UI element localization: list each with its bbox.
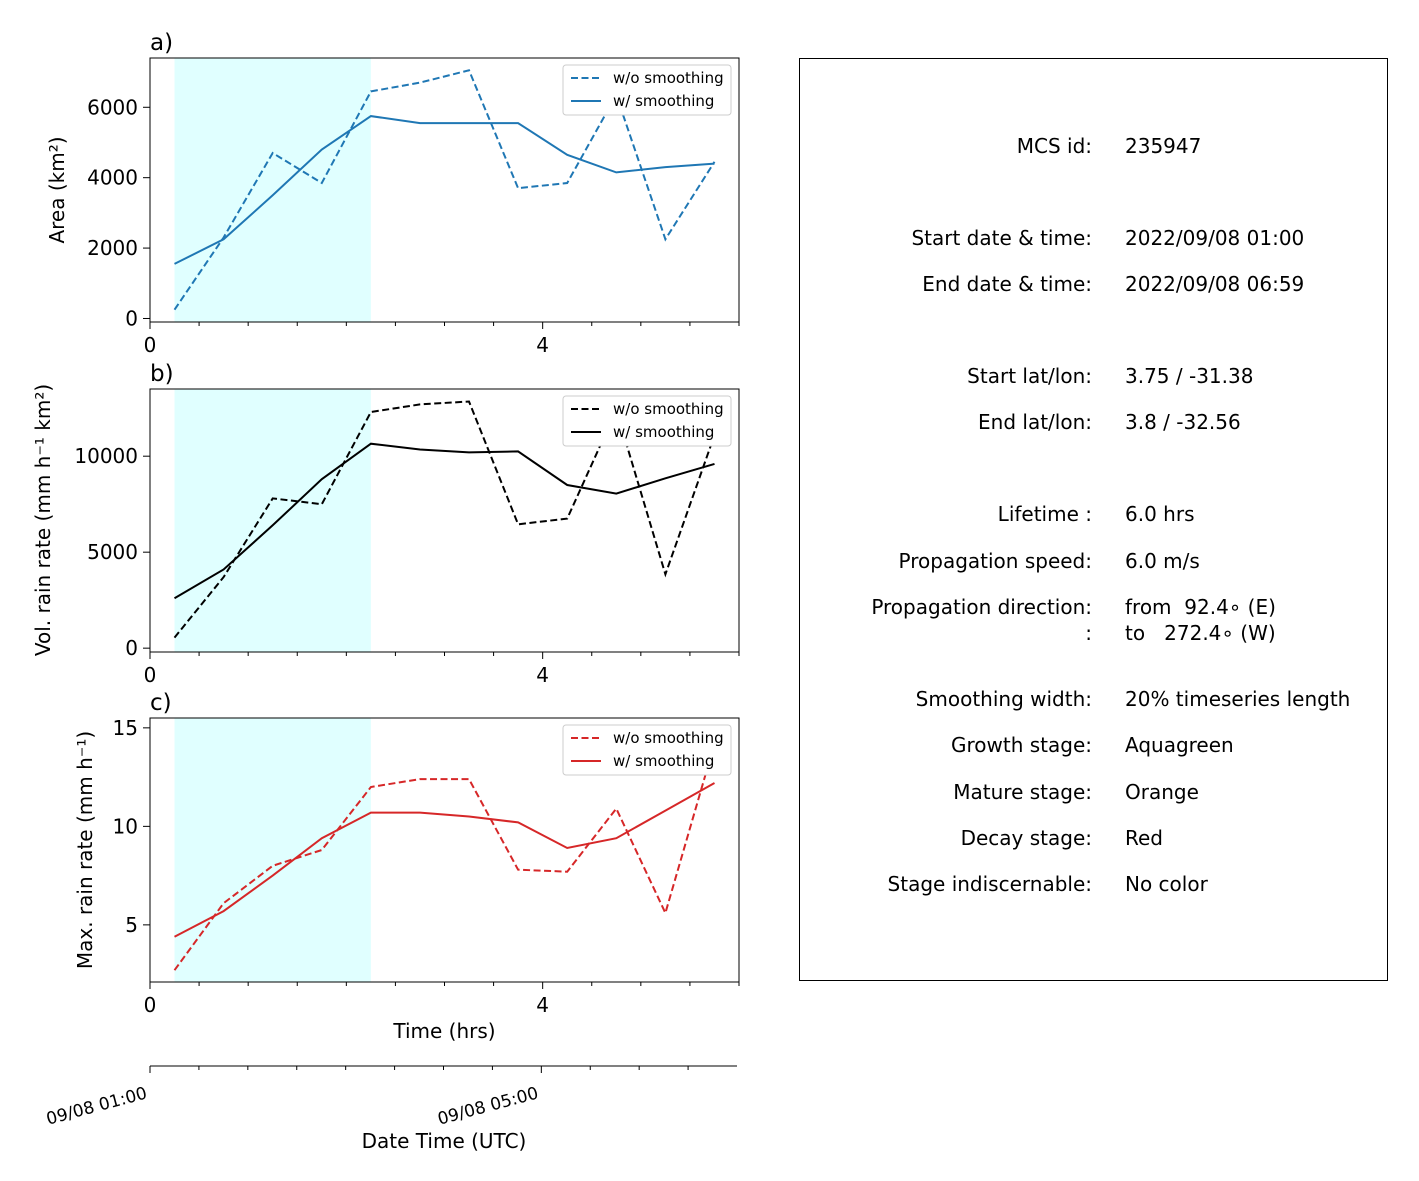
info-key: Growth stage: xyxy=(950,733,1092,757)
info-key: Mature stage: xyxy=(953,780,1092,804)
info-value: No color xyxy=(1125,872,1208,896)
y-tick-label: 2000 xyxy=(87,236,138,260)
info-value: from 92.4∘ (E) xyxy=(1125,595,1276,619)
series-line-unsmoothed xyxy=(173,743,716,971)
info-value: Red xyxy=(1125,826,1163,850)
info-value: 2022/09/08 01:00 xyxy=(1125,226,1305,250)
legend-label: w/ smoothing xyxy=(613,423,714,441)
panel-label: a) xyxy=(150,30,173,56)
x-tick-label: 0 xyxy=(144,993,157,1017)
info-key: Decay stage: xyxy=(960,826,1092,850)
y-tick-label: 0 xyxy=(125,636,138,660)
x-axis-label: Time (hrs) xyxy=(392,1019,495,1043)
legend-label: w/ smoothing xyxy=(613,92,714,110)
info-value: 2022/09/08 06:59 xyxy=(1125,272,1305,296)
info-row-smoothing-width: Smoothing width: 20% timeseries length xyxy=(800,686,1387,712)
legend-label: w/o smoothing xyxy=(613,729,724,747)
info-value: 3.75 / -31.38 xyxy=(1125,364,1254,388)
date-axis-label: Date Time (UTC) xyxy=(362,1129,527,1153)
x-tick-label: 0 xyxy=(144,663,157,687)
mcs-info-box: MCS id: 235947 Start date & time: 2022/0… xyxy=(799,58,1388,981)
info-row-end-date: End date & time: 2022/09/08 06:59 xyxy=(800,271,1387,297)
info-row-growth-stage: Growth stage: Aquagreen xyxy=(800,732,1387,758)
series-line-smoothed xyxy=(174,782,715,938)
info-key: Smoothing width: xyxy=(915,687,1092,711)
legend-label: w/o smoothing xyxy=(613,400,724,418)
info-row-mcs-id: MCS id: 235947 xyxy=(800,133,1387,159)
info-row-stage-indiscernable: Stage indiscernable: No color xyxy=(800,871,1387,897)
info-key: Start date & time: xyxy=(911,226,1092,250)
info-value: Aquagreen xyxy=(1125,733,1234,757)
x-tick-label: 4 xyxy=(536,333,549,357)
growth-stage-shading xyxy=(174,718,371,982)
series-line-smoothed xyxy=(173,442,715,600)
info-key: Propagation direction: xyxy=(871,595,1092,619)
x-tick-label: 0 xyxy=(144,333,157,357)
date-tick-label: 09/08 05:00 xyxy=(436,1084,541,1130)
info-row-decay-stage: Decay stage: Red xyxy=(800,825,1387,851)
y-tick-label: 10 xyxy=(113,814,138,838)
info-value: 6.0 m/s xyxy=(1125,549,1200,573)
date-tick-label: 09/08 01:00 xyxy=(44,1084,149,1130)
y-axis-label: Max. rain rate (mm h⁻¹) xyxy=(73,731,97,969)
info-key: : xyxy=(1085,621,1092,645)
info-value: to 272.4∘ (W) xyxy=(1125,621,1276,645)
info-value: 3.8 / -32.56 xyxy=(1125,410,1241,434)
y-tick-label: 15 xyxy=(113,716,138,740)
y-axis-label: Vol. rain rate (mm h⁻¹ km²) xyxy=(31,384,55,656)
legend-box xyxy=(562,395,732,447)
y-tick-label: 4000 xyxy=(87,166,138,190)
info-key: Start lat/lon: xyxy=(967,364,1092,388)
legend-label: w/o smoothing xyxy=(613,69,724,87)
x-tick-label: 4 xyxy=(536,993,549,1017)
legend-label: w/ smoothing xyxy=(613,752,714,770)
series-line-smoothed xyxy=(174,115,715,265)
info-row-start-latlon: Start lat/lon: 3.75 / -31.38 xyxy=(800,363,1387,389)
info-row-propagation-direction-to: : to 272.4∘ (W) xyxy=(800,620,1387,646)
panel-label: c) xyxy=(150,690,172,716)
y-axis-label: Area (km²) xyxy=(45,136,69,243)
info-key: Propagation speed: xyxy=(898,549,1092,573)
panel-label: b) xyxy=(150,361,174,387)
y-tick-label: 0 xyxy=(125,306,138,330)
y-tick-label: 5 xyxy=(125,913,138,937)
info-row-start-date: Start date & time: 2022/09/08 01:00 xyxy=(800,225,1387,251)
info-row-mature-stage: Mature stage: Orange xyxy=(800,779,1387,805)
info-row-propagation-direction-from: Propagation direction: from 92.4∘ (E) xyxy=(800,594,1387,620)
info-key: End lat/lon: xyxy=(978,410,1092,434)
info-value: 235947 xyxy=(1125,134,1202,158)
y-tick-label: 6000 xyxy=(87,95,138,119)
growth-stage-shading xyxy=(174,58,371,322)
info-row-propagation-speed: Propagation speed: 6.0 m/s xyxy=(800,548,1387,574)
info-row-lifetime: Lifetime : 6.0 hrs xyxy=(800,501,1387,527)
info-value: Orange xyxy=(1125,780,1199,804)
growth-stage-shading xyxy=(174,389,371,652)
info-key: Stage indiscernable: xyxy=(887,872,1092,896)
y-tick-label: 5000 xyxy=(87,540,138,564)
x-tick-label: 4 xyxy=(536,663,549,687)
y-tick-label: 10000 xyxy=(74,444,138,468)
info-value: 6.0 hrs xyxy=(1125,502,1195,526)
info-key: MCS id: xyxy=(1016,134,1092,158)
legend-box xyxy=(562,724,732,776)
info-key: Lifetime : xyxy=(997,502,1092,526)
info-value: 20% timeseries length xyxy=(1125,687,1351,711)
info-row-end-latlon: End lat/lon: 3.8 / -32.56 xyxy=(800,409,1387,435)
series-line-unsmoothed xyxy=(173,69,716,311)
info-key: End date & time: xyxy=(922,272,1092,296)
legend-box xyxy=(562,64,732,116)
